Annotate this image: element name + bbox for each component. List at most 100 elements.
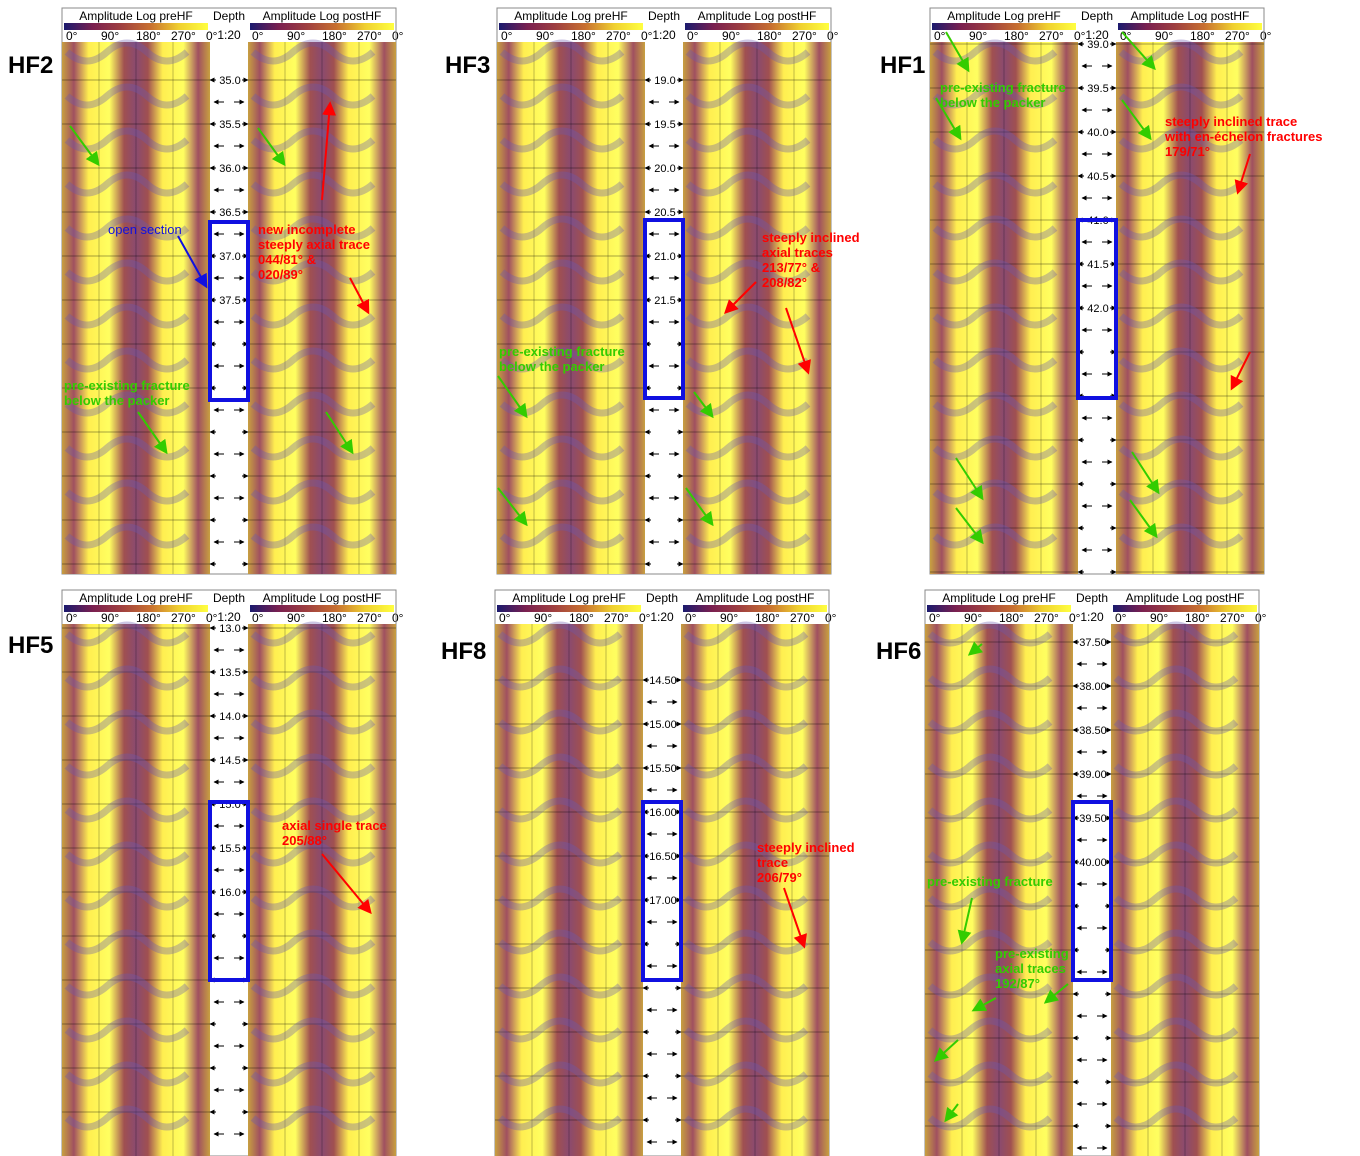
depth-label: 37.0	[219, 251, 240, 263]
angle-label: 180°	[322, 29, 347, 43]
panel-label: HF1	[880, 52, 926, 79]
annotation-text: open section	[108, 222, 182, 237]
angle-label: 0°	[1074, 29, 1086, 43]
depth-label: 16.00	[649, 807, 677, 819]
header-post: Amplitude Log postHF	[263, 591, 382, 605]
colour-scale-bar	[250, 23, 394, 30]
header-scale: 1:20	[217, 28, 241, 42]
colour-scale-bar	[64, 23, 208, 30]
colour-scale-bar	[499, 23, 643, 30]
colour-scale-bar	[497, 605, 641, 612]
angle-label: 0°	[1260, 29, 1272, 43]
header-post: Amplitude Log postHF	[263, 9, 382, 23]
fracture-arrow	[971, 997, 997, 1012]
depth-label: 39.5	[1087, 83, 1108, 95]
angle-label: 0°	[206, 29, 218, 43]
depth-label: 36.0	[219, 163, 240, 175]
angle-label: 0°	[685, 611, 697, 625]
annotation-arrow	[497, 375, 528, 419]
depth-label: 15.50	[649, 763, 677, 775]
depth-label: 15.00	[649, 719, 677, 731]
angle-label: 270°	[604, 611, 629, 625]
angle-label: 0°	[392, 611, 404, 625]
annotation-arrow	[321, 853, 372, 915]
angle-label: 270°	[171, 29, 196, 43]
annotation-arrow	[783, 887, 807, 949]
angle-label: 0°	[827, 29, 839, 43]
annotation-arrow	[1043, 983, 1069, 1004]
colour-scale-bar	[683, 605, 827, 612]
annotation-text: pre-existing fracture below the packer	[64, 378, 190, 408]
colour-scale-bar	[64, 605, 208, 612]
depth-label: 39.0	[1087, 39, 1108, 51]
open-section-box	[208, 220, 250, 402]
depth-label: 35.0	[219, 75, 240, 87]
depth-label: 20.0	[654, 163, 675, 175]
header-pre: Amplitude Log preHF	[79, 591, 192, 605]
colour-scale-bar	[1118, 23, 1262, 30]
annotation-text: new incomplete steeply axial trace 044/81°…	[258, 222, 370, 282]
header-pre: Amplitude Log preHF	[942, 591, 1055, 605]
fracture-arrow	[1131, 451, 1160, 495]
depth-label: 40.00	[1079, 857, 1107, 869]
header-scale: 1:20	[652, 28, 676, 42]
depth-label: 37.50	[1079, 637, 1107, 649]
annotation-arrow	[177, 235, 208, 289]
depth-label: 16.0	[219, 887, 240, 899]
depth-label: 15.5	[219, 843, 240, 855]
annotation-text: steeply inclined trace with en-échelon fr…	[1164, 114, 1322, 159]
header-pre: Amplitude Log preHF	[514, 9, 627, 23]
fracture-arrow	[944, 1103, 959, 1123]
fracture-arrow	[1129, 499, 1158, 539]
annotation-text: steeply inclined trace 206/79°	[757, 840, 855, 885]
angle-label: 0°	[1115, 611, 1127, 625]
fracture-arrow	[69, 125, 100, 167]
depth-label: 40.5	[1087, 171, 1108, 183]
fracture-arrow	[785, 307, 811, 375]
angle-label: 0°	[252, 29, 264, 43]
angle-label: 180°	[136, 29, 161, 43]
angle-label: 270°	[1225, 29, 1250, 43]
panel-label: HF8	[441, 638, 487, 665]
angle-label: 90°	[969, 29, 987, 43]
angle-label: 90°	[1155, 29, 1173, 43]
angle-label: 270°	[357, 611, 382, 625]
colour-scale-bar	[1113, 605, 1257, 612]
angle-label: 0°	[66, 611, 78, 625]
angle-label: 180°	[1004, 29, 1029, 43]
annotation-arrow	[724, 281, 757, 314]
header-depth: Depth	[1081, 9, 1113, 23]
header-scale: 1:20	[1085, 28, 1109, 42]
depth-label: 42.0	[1087, 303, 1108, 315]
header-scale: 1:20	[217, 610, 241, 624]
angle-label: 90°	[101, 29, 119, 43]
angle-label: 0°	[687, 29, 699, 43]
angle-label: 0°	[66, 29, 78, 43]
fracture-arrow	[1121, 31, 1156, 71]
annotation-arrow	[137, 411, 168, 455]
angle-label: 90°	[287, 29, 305, 43]
header-pre: Amplitude Log preHF	[79, 9, 192, 23]
depth-label: 14.50	[649, 675, 677, 687]
depth-label: 19.5	[654, 119, 675, 131]
header-pre: Amplitude Log preHF	[512, 591, 625, 605]
depth-label: 17.00	[649, 895, 677, 907]
depth-label: 37.5	[219, 295, 240, 307]
depth-label: 41.5	[1087, 259, 1108, 271]
header-depth: Depth	[646, 591, 678, 605]
depth-label: 39.00	[1079, 769, 1107, 781]
fracture-arrow	[257, 127, 286, 167]
header-depth: Depth	[213, 591, 245, 605]
angle-label: 90°	[536, 29, 554, 43]
angle-label: 270°	[1039, 29, 1064, 43]
angle-label: 90°	[534, 611, 552, 625]
depth-label: 14.5	[219, 755, 240, 767]
depth-label: 38.00	[1079, 681, 1107, 693]
annotation-text: steeply inclined axial traces 213/77° & 208…	[762, 230, 860, 290]
angle-label: 270°	[790, 611, 815, 625]
